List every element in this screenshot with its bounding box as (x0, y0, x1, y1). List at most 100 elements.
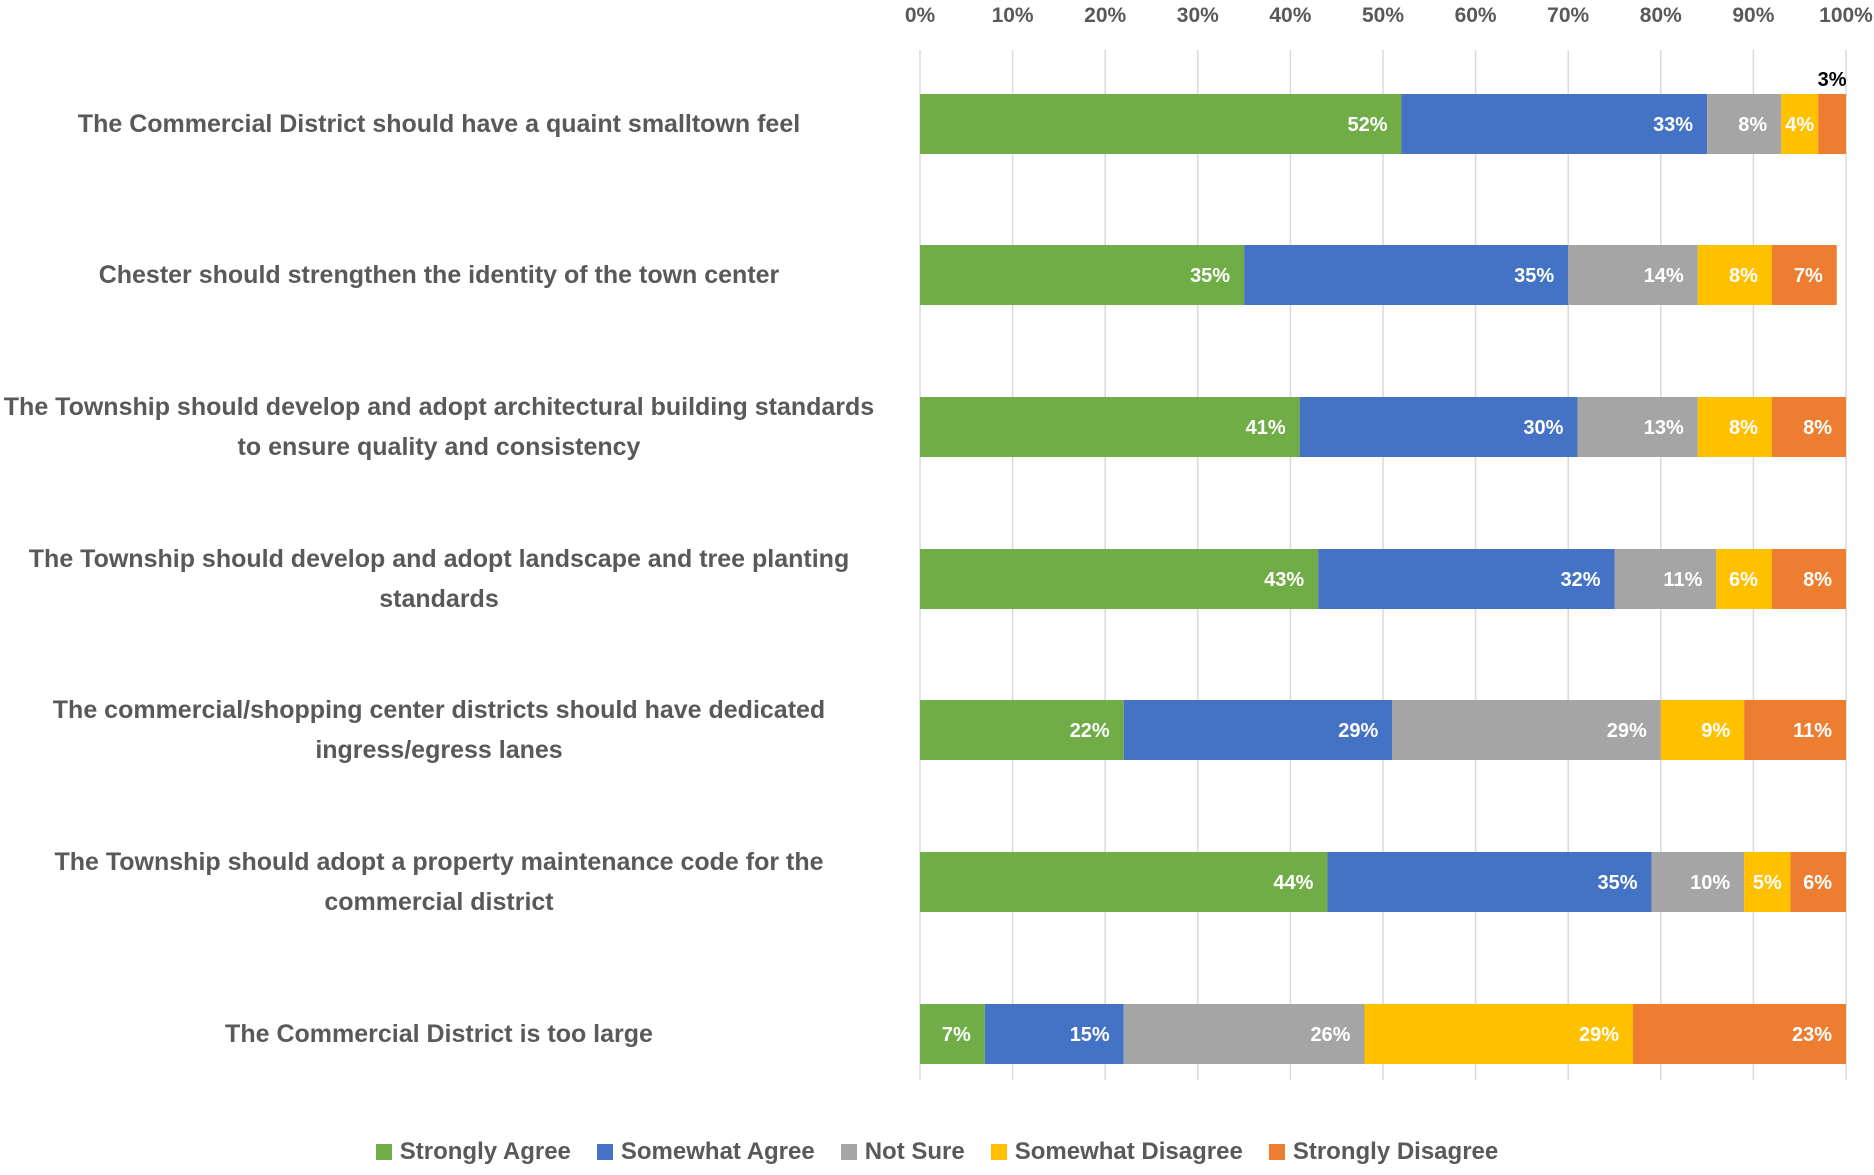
data-label: 7% (1794, 265, 1823, 287)
category-label: The Commercial District should have a qu… (77, 110, 801, 138)
x-tick-label: 60% (1455, 4, 1497, 27)
data-label: 29% (1607, 720, 1647, 742)
category-label: The Township should develop and adopt ar… (3, 393, 875, 461)
legend-swatch (840, 1144, 857, 1160)
x-tick-label: 90% (1732, 4, 1774, 27)
bar-segment (1716, 549, 1772, 609)
legend-swatch (1268, 1144, 1285, 1160)
data-label: 29% (1579, 1024, 1619, 1046)
bar-segment (1244, 245, 1569, 305)
data-label: 22% (1070, 720, 1110, 742)
bar-segment (1781, 94, 1819, 154)
x-tick-label: 30% (1177, 4, 1219, 27)
data-label: 8% (1729, 265, 1758, 287)
legend-swatch (375, 1144, 392, 1160)
data-label: 7% (942, 1024, 971, 1046)
legend-label: Strongly Disagree (1292, 1138, 1499, 1165)
bar-segment (1771, 549, 1846, 609)
x-tick-label: 50% (1362, 4, 1404, 27)
data-label: 30% (1523, 417, 1563, 439)
data-label: 23% (1792, 1024, 1832, 1046)
legend-label: Strongly Agree (399, 1138, 571, 1165)
data-label: 15% (1070, 1024, 1110, 1046)
data-label: 5% (1753, 872, 1782, 894)
data-label: 35% (1598, 872, 1638, 894)
x-tick-label: 10% (992, 4, 1034, 27)
stacked-bar-chart: 0% 10% 20% 30% 40% 50% 60% 70% 80% 90% 100% 52% 33% 8… (905, 4, 1873, 1080)
x-tick-label: 0% (905, 4, 936, 27)
bar-segment (920, 549, 1319, 609)
data-label: 35% (1514, 265, 1554, 287)
bar-segment (1744, 852, 1791, 912)
bar-segment (1392, 700, 1661, 760)
bar-segment (1660, 700, 1745, 760)
data-label: 11% (1663, 569, 1702, 591)
data-label: 41% (1246, 417, 1286, 439)
bar-segment (1327, 852, 1652, 912)
legend-item: Strongly Agree (375, 1138, 571, 1166)
legend-swatch (990, 1144, 1007, 1160)
bar-segment (1790, 852, 1846, 912)
data-label: 13% (1644, 417, 1684, 439)
bar-segment (1123, 700, 1393, 760)
bar-segment (1651, 852, 1745, 912)
bar-segment (1577, 397, 1698, 457)
data-label: 32% (1560, 569, 1600, 591)
bar-segment (1707, 94, 1782, 154)
bar-segment (1401, 94, 1708, 154)
data-label: 8% (1803, 569, 1832, 591)
x-tick-label: 70% (1547, 4, 1589, 27)
bar-segment (1614, 549, 1717, 609)
data-label: 6% (1803, 872, 1832, 894)
data-label: 33% (1653, 114, 1693, 136)
x-tick-label: 40% (1269, 4, 1311, 27)
bar-segment (920, 245, 1245, 305)
bar-segment (1818, 94, 1846, 154)
bar-segment (920, 397, 1300, 457)
category-label: The Township should develop and adopt la… (28, 545, 850, 613)
data-label: 8% (1729, 417, 1758, 439)
bar-segment (1633, 1004, 1846, 1064)
legend-item: Strongly Disagree (1268, 1138, 1499, 1166)
bar-segment (1697, 245, 1772, 305)
category-label: Chester should strengthen the identity o… (98, 261, 780, 289)
data-label: 11% (1793, 720, 1832, 742)
data-label: 10% (1690, 872, 1730, 894)
bar-segment (1123, 1004, 1365, 1064)
x-tick-label: 100% (1819, 4, 1873, 27)
bar-segment (1318, 549, 1615, 609)
data-label: 44% (1273, 872, 1313, 894)
legend-item: Somewhat Agree (596, 1138, 815, 1166)
bar-segment (1697, 397, 1772, 457)
data-label: 14% (1644, 265, 1684, 287)
chart-legend: Strongly Agree Somewhat Agree Not Sure Some… (0, 1138, 1874, 1166)
legend-item: Not Sure (840, 1138, 965, 1166)
data-label: 43% (1264, 569, 1304, 591)
bar-segment (920, 94, 1402, 154)
data-label: 8% (1803, 417, 1832, 439)
data-label: 26% (1310, 1024, 1350, 1046)
category-label: The commercial/shopping center districts… (52, 696, 826, 764)
category-label: The Township should adopt a property mai… (54, 848, 824, 916)
data-label: 3% (1818, 69, 1847, 91)
category-label: The Commercial District is too large (225, 1020, 653, 1048)
data-label: 35% (1190, 265, 1230, 287)
bar-segment (920, 1004, 985, 1064)
data-label: 6% (1729, 569, 1758, 591)
legend-swatch (596, 1144, 613, 1160)
bar-segment (1568, 245, 1698, 305)
legend-item: Somewhat Disagree (990, 1138, 1243, 1166)
bar-segment (1744, 700, 1846, 760)
bar-segment (920, 852, 1328, 912)
bar-segment (1364, 1004, 1634, 1064)
data-label: 4% (1785, 114, 1814, 136)
legend-label: Not Sure (864, 1138, 965, 1165)
bar-segment (920, 700, 1124, 760)
legend-label: Somewhat Agree (620, 1138, 815, 1165)
bar-segment (1299, 397, 1578, 457)
data-label: 29% (1338, 720, 1378, 742)
data-label: 9% (1701, 720, 1730, 742)
data-label: 8% (1738, 114, 1767, 136)
x-tick-label: 20% (1084, 4, 1126, 27)
legend-label: Somewhat Disagree (1014, 1138, 1243, 1165)
